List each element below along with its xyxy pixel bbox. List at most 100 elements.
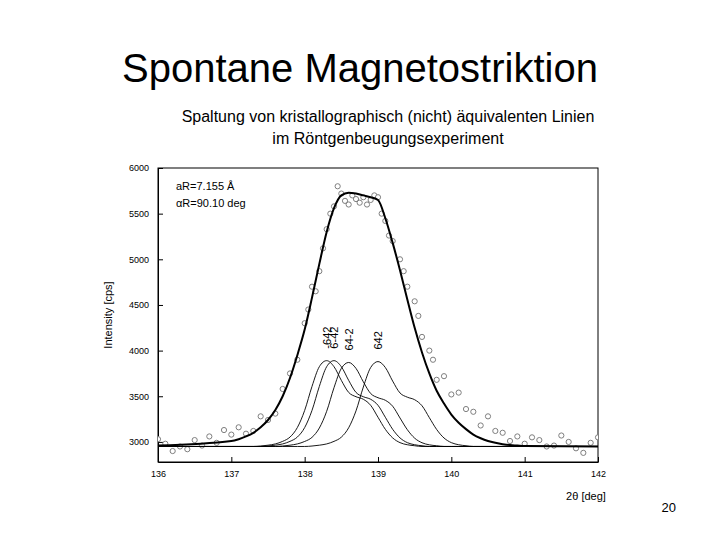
data-point (207, 434, 212, 439)
plot-frame (158, 168, 598, 462)
fit-line (158, 193, 598, 447)
data-point (456, 390, 461, 395)
scatter-series (158, 184, 598, 456)
component-line (158, 362, 598, 447)
x-tick: 140 (444, 457, 459, 479)
data-point (500, 430, 505, 435)
x-axis-title: 2θ [deg] (566, 490, 606, 502)
data-point (588, 440, 593, 445)
x-tick-mark (378, 457, 379, 462)
data-point (412, 299, 417, 304)
subtitle: im Röntgenbeugungsexperiment (272, 130, 504, 147)
data-point (485, 414, 490, 419)
data-point (229, 432, 234, 437)
data-point (258, 414, 263, 419)
y-tick-label: 3500 (129, 392, 149, 402)
y-tick-mark (158, 214, 163, 215)
x-axis: 136 137 138 139 140 141 142 (151, 457, 606, 479)
x-tick-label: 140 (444, 469, 459, 479)
data-point (595, 435, 598, 440)
y-tick-mark (158, 305, 163, 306)
peak-label: 6-42 (328, 327, 340, 349)
data-point (427, 348, 432, 353)
data-point (357, 200, 362, 205)
data-point (566, 439, 571, 444)
data-point (441, 374, 446, 379)
x-tick-mark (598, 457, 599, 462)
y-tick: 4000 (129, 346, 163, 356)
data-point (559, 433, 564, 438)
x-tick: 137 (224, 457, 239, 479)
x-tick: 141 (518, 457, 533, 479)
peak-label: 64-2 (343, 328, 355, 350)
y-tick: 4500 (129, 300, 163, 310)
data-point (507, 438, 512, 443)
data-point (419, 334, 424, 339)
y-tick-label: 4000 (129, 346, 149, 356)
y-axis-title: Intensity [cps] (102, 281, 114, 348)
x-tick-mark (525, 457, 526, 462)
data-point (346, 202, 351, 207)
data-point (192, 437, 197, 442)
data-point (364, 202, 369, 207)
annotation: aR=7.155 Å (176, 180, 235, 192)
x-tick-label: 142 (591, 469, 606, 479)
data-point (430, 357, 435, 362)
x-tick: 142 (591, 457, 606, 479)
data-point (434, 377, 439, 382)
y-tick-mark (158, 259, 163, 260)
y-tick: 5500 (129, 209, 163, 219)
y-tick-label: 3000 (129, 437, 149, 447)
x-tick-label: 139 (371, 469, 386, 479)
data-point (401, 269, 406, 274)
data-point (185, 447, 190, 452)
component-line (158, 362, 598, 446)
x-tick-mark (231, 457, 232, 462)
y-tick: 3000 (129, 437, 163, 447)
x-tick-label: 141 (518, 469, 533, 479)
x-tick-label: 138 (298, 469, 313, 479)
data-point (335, 184, 340, 189)
y-axis-line (158, 169, 159, 463)
y-tick-mark (158, 351, 163, 352)
data-point (170, 448, 175, 453)
page-number: 20 (662, 500, 676, 515)
data-point (416, 313, 421, 318)
component-line (158, 361, 598, 447)
x-axis-line (159, 462, 599, 463)
y-tick-mark (158, 168, 163, 169)
y-tick: 3500 (129, 392, 163, 402)
component-line (158, 361, 598, 447)
data-point (463, 406, 468, 411)
x-tick-label: 136 (151, 469, 166, 479)
x-tick: 139 (371, 457, 386, 479)
data-point (493, 428, 498, 433)
x-tick-mark (451, 457, 452, 462)
y-axis: 3000 3500 4000 4500 5000 5500 6000 (129, 163, 163, 462)
plot-area (158, 184, 598, 456)
y-tick: 5000 (129, 255, 163, 265)
slide: Spontane Magnetostriktion Spaltung von kr… (0, 0, 720, 540)
y-tick-label: 4500 (129, 300, 149, 310)
data-point (158, 437, 161, 442)
x-tick: 138 (298, 457, 313, 479)
data-point (581, 450, 586, 455)
x-tick-label: 137 (224, 469, 239, 479)
data-point (449, 392, 454, 397)
data-point (236, 425, 241, 430)
peak-label: 642 (372, 331, 384, 349)
data-point (221, 427, 226, 432)
title: Spontane Magnetostriktion (122, 46, 598, 90)
y-tick-label: 5500 (129, 209, 149, 219)
subtitle: Spaltung von kristallographisch (nicht) … (182, 108, 595, 125)
data-point (529, 435, 534, 440)
data-point (478, 423, 483, 428)
annotation: αR=90.10 deg (176, 197, 246, 209)
y-tick-mark (158, 396, 163, 397)
y-tick-label: 6000 (129, 163, 149, 173)
data-point (515, 434, 520, 439)
x-tick-mark (305, 457, 306, 462)
y-tick-label: 5000 (129, 255, 149, 265)
data-point (537, 437, 542, 442)
y-tick: 6000 (129, 163, 163, 173)
